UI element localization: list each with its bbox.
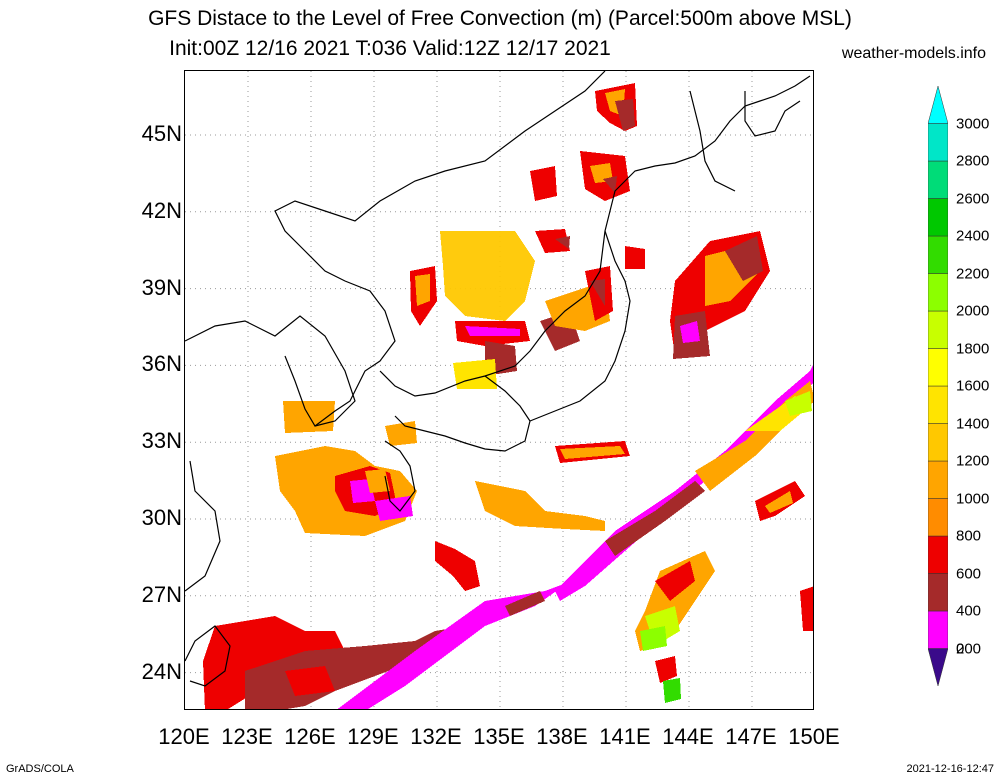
map-canvas <box>185 71 813 709</box>
colorbar-swatch <box>928 348 948 387</box>
colorbar-label: 1600 <box>956 377 990 395</box>
lon-tick-label: 123E <box>221 724 273 749</box>
footer-software: GrADS/COLA <box>6 763 74 775</box>
colorbar-label: 2200 <box>956 265 990 282</box>
lat-tick-label: 30N <box>141 505 182 530</box>
lat-tick-label: 27N <box>141 581 182 607</box>
colorbar-label: 2000 <box>956 302 990 320</box>
lon-tick-label: 147E <box>725 724 777 749</box>
colorbar-swatch <box>928 86 948 124</box>
colorbar-label: 0 <box>956 640 965 657</box>
lon-tick-label: 132E <box>410 724 462 749</box>
lat-tick-label: 24N <box>141 658 182 684</box>
colorbar-swatch <box>928 498 948 537</box>
colorbar-swatch <box>928 160 948 199</box>
map-subtitle: Init:00Z 12/16 2021 T:036 Valid:12Z 12/1… <box>169 37 611 60</box>
colorbar-label: 2600 <box>956 190 990 207</box>
lfc-field <box>203 83 813 709</box>
coastlines <box>185 71 811 687</box>
colorbar <box>928 86 948 686</box>
colorbar-label: 1200 <box>956 452 990 470</box>
map-panel <box>184 70 814 710</box>
lon-tick-label: 135E <box>473 724 525 749</box>
colorbar-label: 800 <box>956 527 982 545</box>
lon-tick-label: 141E <box>599 724 651 749</box>
colorbar-label: 600 <box>956 565 982 582</box>
lat-tick-label: 42N <box>141 197 182 223</box>
lat-tick-label: 45N <box>141 121 182 146</box>
site-credit: weather-models.info <box>841 45 986 62</box>
colorbar-swatch <box>928 573 948 612</box>
lat-tick-label: 39N <box>141 274 182 300</box>
colorbar-swatch <box>928 235 948 274</box>
colorbar-label: 1000 <box>956 490 990 507</box>
lon-tick-label: 138E <box>536 724 588 749</box>
colorbar-label: 3000 <box>956 115 990 132</box>
colorbar-swatch <box>928 535 948 574</box>
colorbar-swatch <box>928 610 948 649</box>
colorbar-label: 2800 <box>956 152 990 170</box>
lon-tick-label: 144E <box>662 724 714 749</box>
colorbar-label: 200 <box>956 640 982 657</box>
colorbar-label: 1800 <box>956 340 990 357</box>
colorbar-swatch <box>928 460 948 499</box>
lon-tick-label: 120E <box>158 724 210 749</box>
colorbar-label: 2400 <box>956 227 990 245</box>
lat-tick-label: 33N <box>141 428 182 454</box>
colorbar-label: 1400 <box>956 415 990 432</box>
lon-tick-label: 150E <box>788 724 840 749</box>
map-title: GFS Distace to the Level of Free Convect… <box>148 7 852 30</box>
footer-timestamp: 2021-12-16-12:47 <box>906 763 994 775</box>
lon-tick-label: 126E <box>284 724 336 749</box>
colorbar-swatch <box>928 385 948 424</box>
colorbar-swatch <box>928 123 948 162</box>
colorbar-swatch <box>928 198 948 237</box>
colorbar-swatch <box>928 310 948 349</box>
lat-tick-label: 36N <box>141 351 182 377</box>
colorbar-label: 400 <box>956 602 982 620</box>
colorbar-swatch <box>928 648 948 686</box>
colorbar-swatch <box>928 423 948 462</box>
colorbar-swatch <box>928 273 948 312</box>
lon-tick-label: 129E <box>347 724 399 749</box>
